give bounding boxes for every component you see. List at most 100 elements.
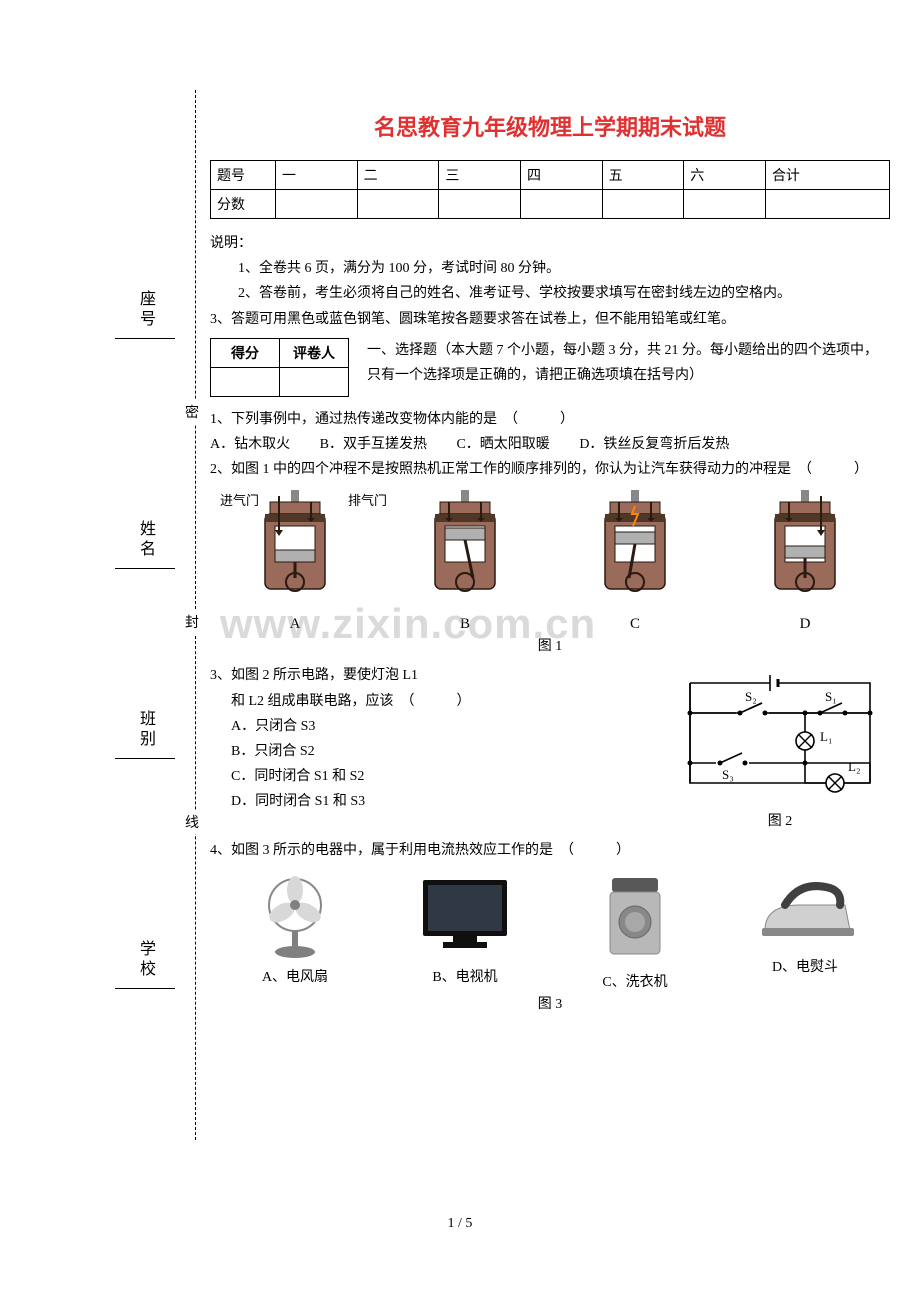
l2-label: L₂	[848, 759, 860, 774]
col-header: 二	[357, 161, 439, 190]
score-cell	[602, 190, 684, 219]
q2-stem: 2、如图 1 中的四个冲程不是按照热机正常工作的顺序排列的，你认为让汽车获得动力…	[210, 457, 890, 482]
intake-valve-label: 进气门	[220, 490, 259, 509]
q1-opt-a: A．钻木取火	[210, 432, 290, 457]
main-content: 名思教育九年级物理上学期期末试题 题号 一 二 三 四 五 六 合计 分数	[210, 110, 890, 1021]
engine-icon	[755, 490, 855, 610]
spine-label-seat: 座号	[115, 290, 175, 339]
instruction-line: 2、答卷前，考生必须将自己的姓名、准考证号、学校按要求填写在密封线左边的空格内。	[210, 281, 890, 306]
q3-opt-a: A．只闭合 S3	[210, 714, 650, 739]
binding-margin: 座号 密 姓名 封 班别 线 学校	[115, 90, 205, 1140]
row-header: 分数	[211, 190, 276, 219]
tv-label: B、电视机	[405, 966, 525, 986]
q3-stem2: 和 L2 组成串联电路，应该 （ ）	[210, 689, 650, 714]
spine-label-class: 班别	[115, 710, 175, 759]
row-header: 题号	[211, 161, 276, 190]
tv-icon	[415, 870, 515, 960]
underline	[115, 337, 175, 339]
grader-table: 得分 评卷人	[210, 338, 349, 397]
seal-char-3: 线	[185, 810, 199, 834]
mini-cell: 得分	[211, 338, 280, 367]
seal-char-1: 密	[185, 400, 199, 424]
engine-b-label: B	[410, 616, 520, 633]
exhaust-valve-label: 排气门	[348, 490, 387, 509]
engine-icon	[585, 490, 685, 610]
score-cell	[765, 190, 889, 219]
score-cell	[520, 190, 602, 219]
engine-c: C	[580, 490, 690, 633]
washer-label: C、洗衣机	[575, 971, 695, 991]
score-cell	[439, 190, 521, 219]
q3-stem1: 3、如图 2 所示电路，要使灯泡 L1	[210, 663, 650, 688]
engine-d-label: D	[750, 616, 860, 633]
page-title: 名思教育九年级物理上学期期末试题	[210, 110, 890, 142]
spine-label-school: 学校	[115, 940, 175, 989]
page-footer: 1 / 5	[0, 1216, 920, 1232]
q1-stem: 1、下列事例中，通过热传递改变物体内能的是 （ ）	[210, 407, 890, 432]
col-header: 四	[520, 161, 602, 190]
underline	[115, 757, 175, 759]
washer-icon	[600, 870, 670, 965]
q4-stem: 4、如图 3 所示的电器中，属于利用电流热效应工作的是 （ ）	[210, 838, 890, 863]
q3-opt-d: D．同时闭合 S1 和 S3	[210, 789, 650, 814]
appliance-washer: C、洗衣机	[575, 870, 695, 991]
col-header: 三	[439, 161, 521, 190]
mini-cell: 评卷人	[280, 338, 349, 367]
fan-icon	[250, 870, 340, 960]
instruction-line: 3、答题可用黑色或蓝色钢笔、圆珠笔按各题要求答在试卷上，但不能用铅笔或红笔。	[210, 307, 890, 332]
score-cell	[276, 190, 358, 219]
engine-a: A	[240, 490, 350, 633]
instructions-heading: 说明：	[210, 231, 890, 256]
question-4: 4、如图 3 所示的电器中，属于利用电流热效应工作的是 （ ）	[210, 838, 890, 863]
engine-d: D	[750, 490, 860, 633]
iron-label: D、电熨斗	[745, 956, 865, 976]
l1-label: L₁	[820, 729, 832, 744]
mini-cell-blank	[280, 367, 349, 396]
seal-char-2: 封	[185, 610, 199, 634]
q1-opt-b: B．双手互搓发热	[320, 432, 427, 457]
engine-c-label: C	[580, 616, 690, 633]
engine-icon	[245, 490, 345, 610]
figure3-caption: 图 3	[210, 993, 890, 1013]
q1-opt-c: C．晒太阳取暖	[456, 432, 549, 457]
col-header: 六	[684, 161, 766, 190]
col-header: 一	[276, 161, 358, 190]
figure2-caption: 图 2	[670, 810, 890, 830]
q1-opt-d: D．铁丝反复弯折后发热	[579, 432, 729, 457]
score-table: 题号 一 二 三 四 五 六 合计 分数	[210, 160, 890, 219]
score-cell	[357, 190, 439, 219]
circuit-diagram: S₂ S₁ L₁	[670, 663, 890, 838]
section-heading: 一、选择题（本大题 7 个小题，每小题 3 分，共 21 分。每小题给出的四个选…	[367, 338, 890, 388]
question-1: 1、下列事例中，通过热传递改变物体内能的是 （ ） A．钻木取火 B．双手互搓发…	[210, 407, 890, 457]
instruction-line: 1、全卷共 6 页，满分为 100 分，考试时间 80 分钟。	[210, 256, 890, 281]
spine-text: 班别	[133, 710, 157, 750]
question-3: 3、如图 2 所示电路，要使灯泡 L1 和 L2 组成串联电路，应该 （ ） A…	[210, 663, 890, 838]
q3-text: 3、如图 2 所示电路，要使灯泡 L1 和 L2 组成串联电路，应该 （ ） A…	[210, 663, 650, 814]
spine-text: 座号	[133, 290, 157, 330]
appliance-fan: A、电风扇	[235, 870, 355, 991]
spine-text: 姓名	[133, 520, 157, 560]
q3-opt-b: B．只闭合 S2	[210, 739, 650, 764]
figure1-caption: 图 1	[210, 635, 890, 655]
engine-a-label: A	[240, 616, 350, 633]
question-2: 2、如图 1 中的四个冲程不是按照热机正常工作的顺序排列的，你认为让汽车获得动力…	[210, 457, 890, 482]
appliance-row: A、电风扇 B、电视机 C、洗衣机	[210, 870, 890, 991]
spine-label-name: 姓名	[115, 520, 175, 569]
engine-icon	[415, 490, 515, 610]
mini-cell-blank	[211, 367, 280, 396]
col-header: 五	[602, 161, 684, 190]
s1-label: S₁	[825, 689, 837, 704]
q3-opt-c: C．同时闭合 S1 和 S2	[210, 764, 650, 789]
s3-label: S₃	[722, 767, 734, 782]
table-row: 分数	[211, 190, 890, 219]
score-cell	[684, 190, 766, 219]
section-header-row: 得分 评卷人 一、选择题（本大题 7 个小题，每小题 3 分，共 21 分。每小…	[210, 338, 890, 397]
appliance-iron: D、电熨斗	[745, 870, 865, 991]
underline	[115, 567, 175, 569]
instructions: 说明： 1、全卷共 6 页，满分为 100 分，考试时间 80 分钟。 2、答卷…	[210, 231, 890, 332]
engine-b: B	[410, 490, 520, 633]
q1-options: A．钻木取火 B．双手互搓发热 C．晒太阳取暖 D．铁丝反复弯折后发热	[210, 432, 890, 457]
spine-text: 学校	[133, 940, 157, 980]
fan-label: A、电风扇	[235, 966, 355, 986]
table-row: 题号 一 二 三 四 五 六 合计	[211, 161, 890, 190]
